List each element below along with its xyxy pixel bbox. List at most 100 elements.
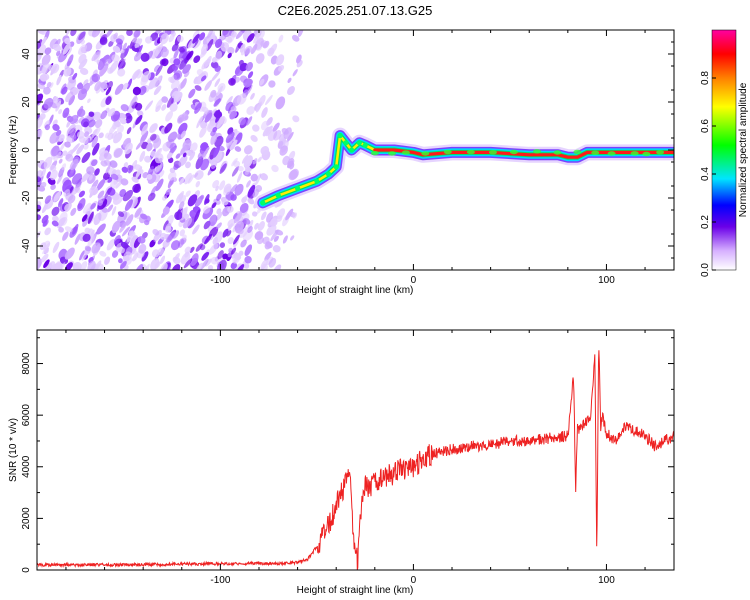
noise-speck: [89, 186, 99, 196]
noise-speck: [131, 69, 141, 80]
noise-speck: [204, 112, 213, 123]
noise-speck: [252, 158, 258, 165]
noise-speck: [99, 250, 107, 257]
noise-speck: [159, 232, 167, 240]
noise-speck: [140, 213, 148, 220]
noise-speck: [261, 107, 268, 118]
noise-speck: [239, 202, 249, 214]
noise-speck: [206, 38, 214, 52]
noise-speck: [192, 30, 200, 40]
noise-speck: [235, 40, 242, 53]
noise-speck: [64, 247, 75, 260]
noise-speck: [77, 203, 83, 209]
noise-speck: [56, 173, 64, 185]
noise-speck: [112, 45, 121, 53]
noise-speck: [167, 171, 177, 181]
noise-speck: [194, 102, 202, 114]
noise-speck: [265, 94, 273, 106]
noise-speck: [266, 256, 274, 266]
noise-speck: [49, 82, 54, 89]
noise-speck: [165, 188, 172, 196]
noise-speck: [265, 241, 273, 249]
noise-speck: [64, 226, 73, 233]
noise-speck: [104, 186, 113, 199]
noise-speck: [154, 261, 161, 269]
noise-speck: [42, 220, 48, 227]
noise-speck: [64, 37, 71, 45]
noise-speck: [275, 96, 286, 110]
noise-speck: [55, 130, 62, 136]
noise-speck: [173, 48, 179, 60]
noise-speck: [204, 194, 210, 205]
noise-speck: [100, 110, 108, 120]
noise-speck: [176, 35, 184, 43]
noise-speck: [72, 223, 79, 235]
noise-speck: [244, 45, 253, 55]
noise-speck: [213, 98, 221, 107]
noise-speck: [215, 222, 222, 230]
noise-speck: [227, 46, 235, 55]
noise-speck: [202, 206, 211, 214]
noise-speck: [153, 64, 160, 73]
noise-speck: [296, 54, 302, 64]
noise-speck: [141, 124, 148, 136]
noise-speck: [107, 67, 114, 74]
noise-speck: [183, 217, 193, 229]
noise-speck: [160, 263, 168, 270]
noise-speck: [272, 122, 280, 132]
noise-speck: [111, 54, 120, 63]
noise-speck: [66, 120, 71, 128]
noise-speck: [230, 262, 237, 270]
noise-speck: [257, 156, 263, 163]
noise-speck: [92, 111, 102, 121]
noise-speck: [124, 199, 133, 211]
noise-speck: [198, 32, 206, 41]
snr-y-ticks: 0 2000 4000 6000 8000: [21, 337, 674, 573]
noise-speck: [91, 73, 101, 83]
noise-speck: [221, 198, 229, 206]
noise-speck: [87, 211, 94, 224]
noise-speck: [92, 142, 100, 156]
noise-speck: [182, 139, 192, 151]
noise-speck: [44, 124, 50, 131]
colorbar-ticks: 0.0 0.2 0.4 0.6 0.8: [700, 71, 716, 277]
noise-speck: [76, 83, 84, 90]
ridge-point: [295, 185, 301, 191]
noise-speck: [247, 184, 256, 198]
noise-speck: [162, 206, 170, 215]
noise-speck: [124, 142, 133, 155]
noise-speck: [232, 253, 241, 264]
noise-speck: [82, 202, 92, 214]
noise-speck: [41, 36, 47, 46]
ridge-point: [333, 164, 339, 170]
noise-speck: [210, 256, 219, 265]
noise-speck: [168, 76, 175, 83]
noise-speck: [224, 35, 233, 43]
noise-speck: [69, 133, 77, 139]
noise-speck: [167, 131, 178, 143]
noise-speck: [273, 130, 282, 141]
snr-y-axis-label: SNR (10 * v/v): [8, 418, 19, 482]
noise-speck: [82, 143, 89, 150]
noise-speck: [208, 243, 219, 255]
noise-speck: [243, 263, 250, 269]
noise-speck: [193, 55, 201, 64]
noise-speck: [200, 142, 209, 151]
noise-speck: [63, 189, 71, 198]
noise-speck: [113, 132, 123, 144]
noise-speck: [270, 229, 279, 242]
noise-speck: [159, 33, 169, 45]
noise-speck: [214, 65, 221, 72]
noise-speck: [126, 230, 134, 243]
noise-speck: [282, 235, 288, 244]
noise-speck: [81, 82, 91, 95]
noise-speck: [195, 156, 204, 170]
noise-speck: [106, 238, 116, 251]
noise-speck: [94, 119, 103, 128]
noise-speck: [138, 243, 147, 254]
noise-speck: [78, 190, 86, 198]
noise-speck: [226, 223, 233, 232]
noise-speck: [170, 240, 181, 251]
noise-speck: [111, 206, 117, 216]
noise-speck: [51, 220, 59, 227]
